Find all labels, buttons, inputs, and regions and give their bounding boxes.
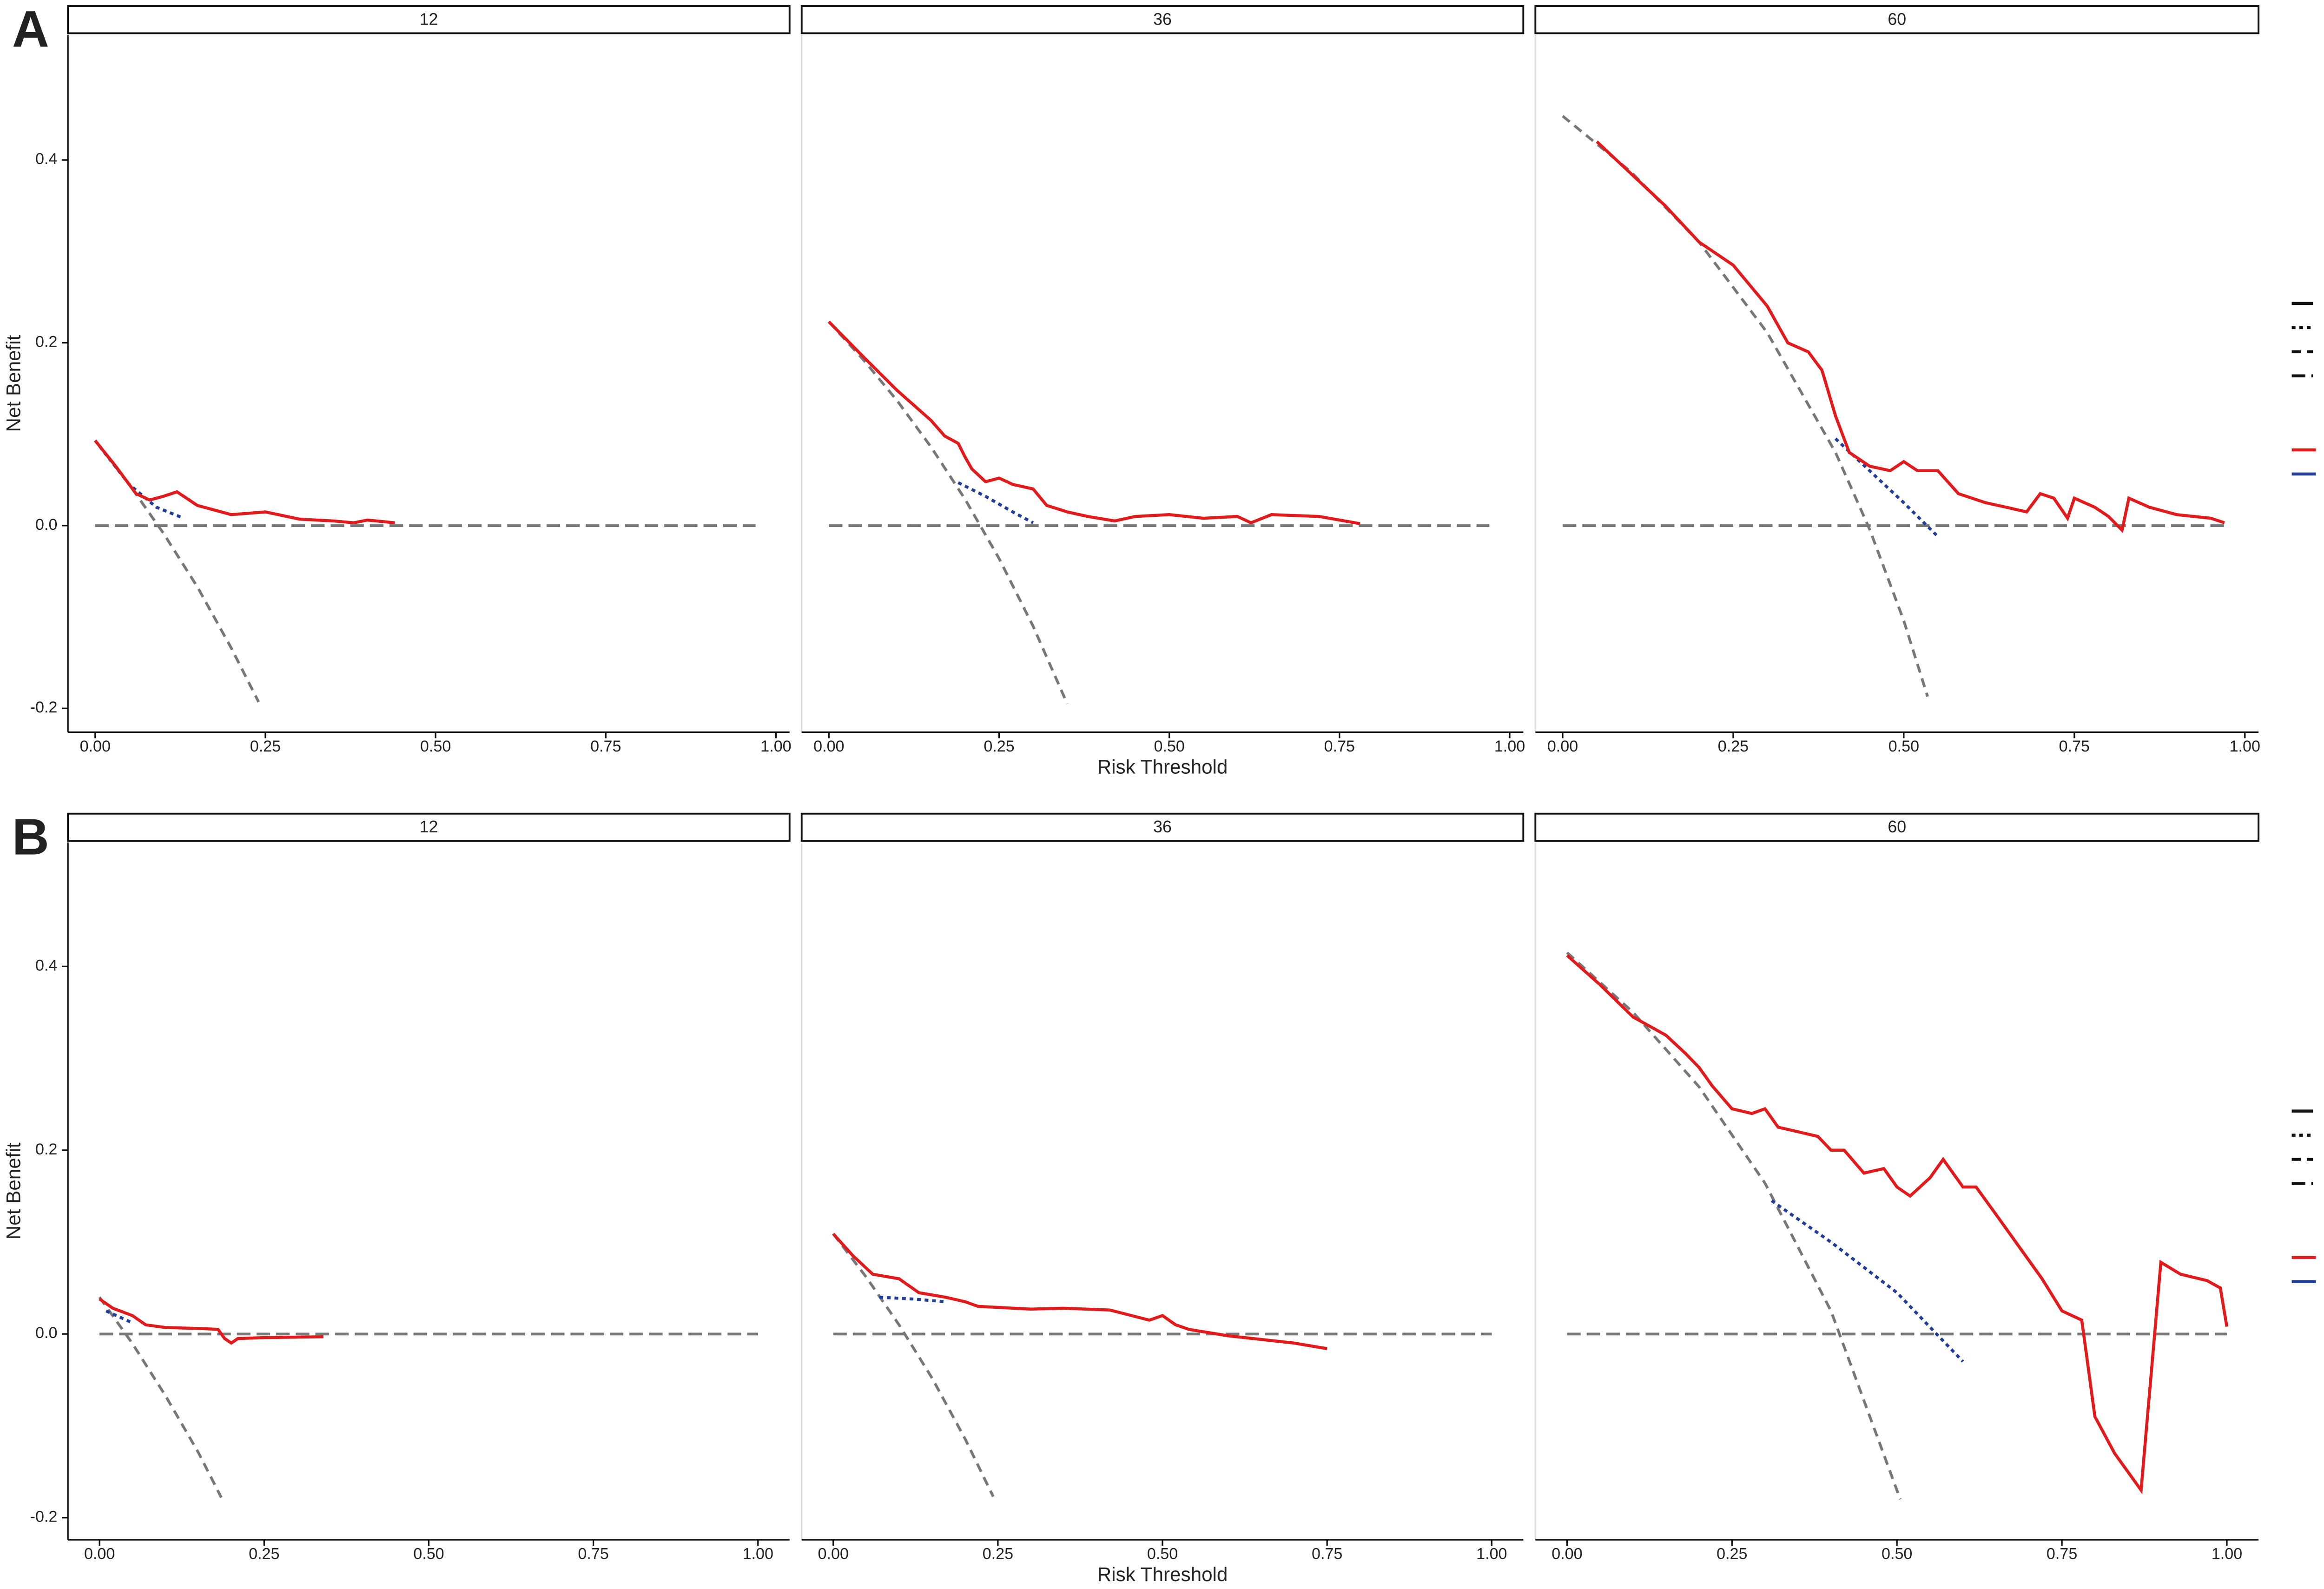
y-tick-label: 0.2 — [35, 1141, 57, 1158]
facet-title: 60 — [1888, 818, 1906, 836]
series-line — [1562, 115, 1929, 697]
series-line — [832, 1233, 1327, 1351]
x-tick-label: 0.00 — [1547, 738, 1578, 755]
series-line — [98, 1296, 223, 1498]
facet-title: 12 — [420, 10, 438, 28]
x-tick-label: 0.00 — [1552, 1545, 1582, 1563]
series-line — [879, 1295, 945, 1304]
x-tick-label: 0.75 — [578, 1545, 608, 1563]
x-tick-label: 0.25 — [1718, 738, 1749, 755]
series-line — [94, 439, 185, 520]
facet-title: 36 — [1153, 10, 1172, 28]
series-line — [1566, 951, 1902, 1500]
x-tick-label: 1.00 — [1494, 738, 1525, 755]
x-tick-label: 0.75 — [2047, 1545, 2077, 1563]
y-tick-label: 0.4 — [35, 956, 57, 974]
x-tick-label: 0.50 — [1154, 738, 1184, 755]
x-tick-label: 0.00 — [84, 1545, 115, 1563]
series-line — [94, 440, 260, 703]
series-line — [1770, 1199, 1964, 1363]
x-tick-label: 0.50 — [1147, 1545, 1178, 1563]
x-tick-label: 0.25 — [984, 738, 1014, 755]
x-tick-label: 0.75 — [2059, 738, 2090, 755]
y-tick-label: 0.0 — [35, 1324, 57, 1342]
series-line — [957, 481, 1034, 524]
series-line — [99, 1298, 324, 1345]
x-tick-label: 0.75 — [590, 738, 621, 755]
x-tick-label: 0.50 — [413, 1545, 444, 1563]
x-tick-label: 0.25 — [983, 1545, 1013, 1563]
series-line — [828, 321, 1069, 705]
x-tick-label: 1.00 — [760, 738, 791, 755]
x-tick-label: 0.00 — [80, 738, 111, 755]
series-line — [1596, 140, 2225, 534]
x-tick-label: 0.25 — [249, 1545, 279, 1563]
x-axis-title: Risk Threshold — [1097, 756, 1228, 778]
x-tick-label: 0.50 — [1888, 738, 1919, 755]
y-tick-label: -0.2 — [30, 1508, 58, 1526]
x-tick-label: 0.50 — [1882, 1545, 1912, 1563]
panel-label: A — [12, 1, 49, 58]
series-line — [94, 439, 395, 525]
x-tick-label: 0.00 — [818, 1545, 849, 1563]
x-tick-label: 0.25 — [1717, 1545, 1747, 1563]
y-tick-label: 0.0 — [35, 516, 57, 534]
x-tick-label: 1.00 — [743, 1545, 773, 1563]
series-line — [827, 320, 1360, 525]
y-tick-label: 0.2 — [35, 333, 57, 351]
x-tick-label: 0.25 — [250, 738, 281, 755]
x-tick-label: 1.00 — [2230, 738, 2260, 755]
series-line — [105, 1309, 133, 1325]
x-axis-title: Risk Threshold — [1097, 1563, 1228, 1585]
x-tick-label: 1.00 — [1476, 1545, 1507, 1563]
x-tick-label: 0.75 — [1312, 1545, 1342, 1563]
x-tick-label: 1.00 — [2212, 1545, 2242, 1563]
facet-title: 36 — [1153, 818, 1172, 836]
facet-strip — [800, 5, 1525, 34]
series-line — [1566, 954, 2229, 1495]
facet-strip — [1534, 812, 2260, 842]
facet-title: 12 — [420, 818, 438, 836]
x-tick-label: 0.50 — [420, 738, 451, 755]
y-tick-label: 0.4 — [35, 150, 57, 168]
y-axis-title: Net Benefit — [3, 1142, 25, 1240]
facet-strip — [1534, 5, 2260, 34]
facet-strip — [800, 812, 1525, 842]
panel-label: B — [12, 808, 49, 865]
series-line — [832, 1233, 995, 1497]
facet-strip — [67, 5, 791, 34]
facet-title: 60 — [1888, 10, 1906, 28]
facet-strip — [67, 812, 791, 842]
y-axis-title: Net Benefit — [3, 335, 25, 432]
y-tick-label: -0.2 — [30, 699, 58, 716]
x-tick-label: 0.75 — [1324, 738, 1355, 755]
x-tick-label: 0.00 — [813, 738, 844, 755]
